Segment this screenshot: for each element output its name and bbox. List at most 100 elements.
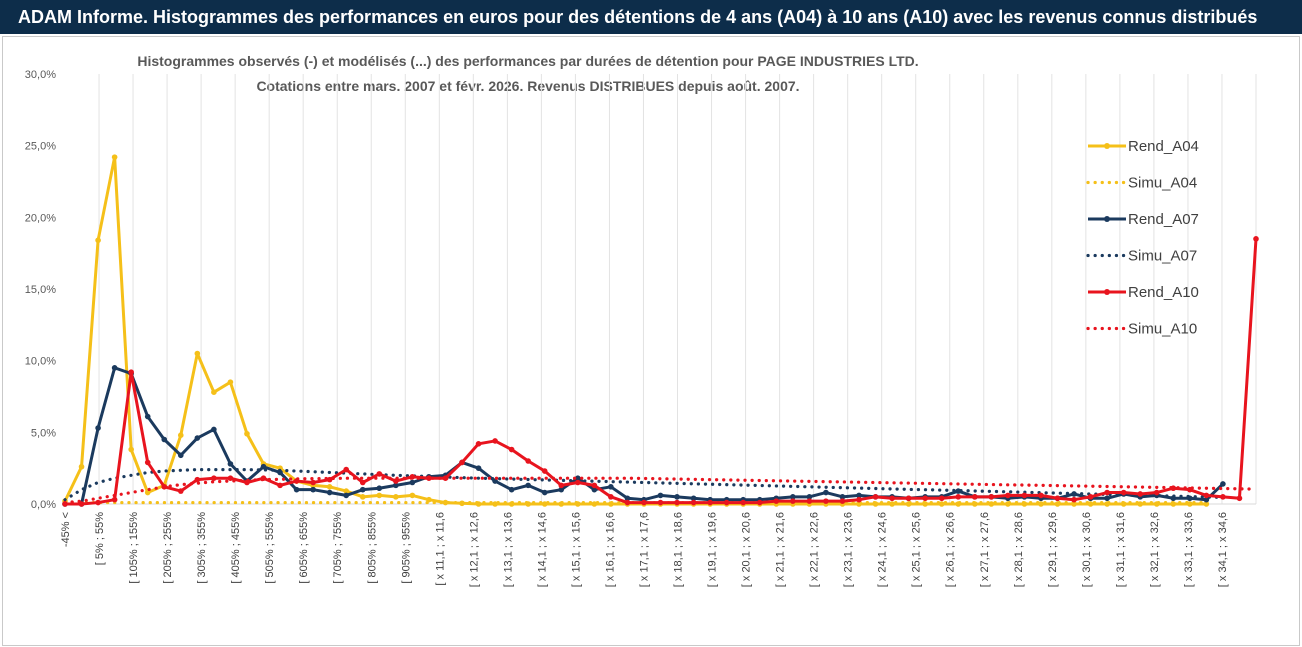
data-point xyxy=(194,435,201,441)
x-tick-label: [ x 33,1 ; x 33,6 xyxy=(1183,512,1195,587)
x-tick-label: [ x 25,1 ; x 25,6 xyxy=(911,512,923,587)
data-point xyxy=(508,486,515,493)
data-point xyxy=(889,495,895,502)
data-point xyxy=(1203,496,1210,503)
legend-label: Rend_A10 xyxy=(1128,284,1199,301)
data-point xyxy=(740,499,747,506)
x-tick-label: [ 305% ; 355% xyxy=(196,512,208,584)
y-tick-label: 5,0% xyxy=(31,427,56,439)
data-point xyxy=(95,237,101,244)
x-tick-label: [ x 26,1 ; x 26,6 xyxy=(945,512,957,587)
data-point xyxy=(723,499,730,506)
data-point xyxy=(856,496,862,503)
data-point xyxy=(971,494,978,500)
data-point xyxy=(823,489,829,496)
data-point xyxy=(359,486,366,493)
data-point xyxy=(244,430,250,437)
x-tick-label: [ x 19,1 ; x 19,6 xyxy=(707,512,719,587)
legend-marker xyxy=(1104,289,1110,295)
data-point xyxy=(343,492,350,499)
data-point xyxy=(310,486,316,493)
data-point xyxy=(194,476,201,483)
data-point xyxy=(541,489,548,496)
data-point xyxy=(839,494,846,500)
x-tick-label: [ 805% ; 855% xyxy=(366,512,378,584)
series-simu-a07 xyxy=(63,468,1225,502)
data-point xyxy=(657,499,664,506)
data-point xyxy=(541,468,548,474)
data-point xyxy=(393,494,399,500)
data-point xyxy=(475,465,482,471)
data-point xyxy=(905,495,912,502)
x-tick-label: [ x 16,1 ; x 16,6 xyxy=(604,512,616,587)
data-point xyxy=(1236,495,1243,502)
x-tick-label: [ x 32,1 ; x 32,6 xyxy=(1149,512,1161,587)
data-point xyxy=(492,438,498,444)
data-point xyxy=(1005,492,1011,499)
x-tick-label: [ 405% ; 455% xyxy=(230,512,242,584)
x-tick-label: [ x 24,1 ; x 24,6 xyxy=(877,512,889,587)
x-tick-label: [ 5% ; 55% xyxy=(94,512,106,565)
series-line xyxy=(63,155,1207,506)
data-point xyxy=(211,475,217,482)
data-point xyxy=(111,496,118,503)
data-point xyxy=(359,494,366,500)
x-tick-label: [ x 34,1 ; x 34,6 xyxy=(1217,512,1229,587)
data-point xyxy=(376,485,383,492)
data-point xyxy=(1203,501,1210,507)
data-point xyxy=(1153,489,1160,496)
data-point xyxy=(1104,495,1110,502)
data-point xyxy=(1137,491,1144,497)
series-group xyxy=(62,154,1259,507)
data-point xyxy=(574,479,581,486)
data-point xyxy=(376,492,383,499)
data-point xyxy=(1087,494,1094,500)
data-point xyxy=(343,466,350,473)
data-point xyxy=(988,494,995,500)
data-point xyxy=(177,488,184,494)
data-point xyxy=(326,476,333,483)
data-point xyxy=(889,501,895,507)
x-tick-label: [ x 12,1 ; x 12,6 xyxy=(468,512,480,587)
y-tick-label: 30,0% xyxy=(25,69,56,81)
data-point xyxy=(1021,492,1028,499)
data-point xyxy=(955,494,962,500)
data-point xyxy=(839,498,846,504)
data-point xyxy=(1220,494,1226,500)
series-line xyxy=(65,238,1258,506)
data-point xyxy=(608,484,614,490)
data-point xyxy=(790,498,796,504)
legend-item-rend-a10: Rend_A10 xyxy=(1088,284,1199,301)
x-tick-label: [ 705% ; 755% xyxy=(332,512,344,584)
data-point xyxy=(426,475,432,482)
legend-item-simu-a07: Simu_A07 xyxy=(1086,248,1197,265)
data-point xyxy=(111,365,118,371)
data-point xyxy=(525,482,531,489)
data-point xyxy=(938,501,945,507)
data-point xyxy=(409,479,416,486)
data-point xyxy=(558,486,565,493)
data-point xyxy=(492,501,498,507)
x-tick-label: -45% < xyxy=(60,512,72,547)
legend-label: Simu_A07 xyxy=(1128,248,1197,265)
data-point xyxy=(409,492,416,499)
data-point xyxy=(1203,492,1210,499)
series-rend-a10 xyxy=(62,236,1259,507)
data-point xyxy=(690,499,697,506)
data-point xyxy=(707,499,713,506)
series-line xyxy=(63,476,1258,505)
data-point xyxy=(177,452,184,459)
report-banner: ADAM Informe. Histogrammes des performan… xyxy=(0,0,1302,34)
data-point xyxy=(144,489,151,496)
chart-subtitle: Cotations entre mars. 2007 et févr. 2026… xyxy=(256,78,799,94)
data-point xyxy=(1038,492,1044,499)
chart-frame xyxy=(2,36,1300,646)
data-point xyxy=(624,499,631,506)
data-point xyxy=(823,498,829,504)
data-point xyxy=(624,495,631,502)
legend: Rend_A04 Simu_A04 Rend_A07 Simu_A07 Rend_A10… xyxy=(1086,138,1199,338)
data-point xyxy=(591,501,598,507)
x-tick-label: [ 205% ; 255% xyxy=(162,512,174,584)
x-tick-label: [ x 30,1 ; x 30,6 xyxy=(1081,512,1093,587)
data-point xyxy=(1054,495,1061,502)
